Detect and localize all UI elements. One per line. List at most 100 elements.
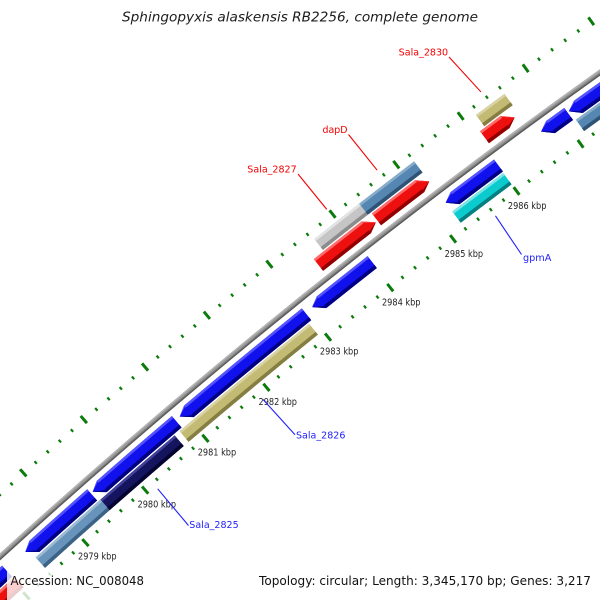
cds-fwd-3-head-dark	[508, 117, 515, 128]
cds-rev-8-head-dark	[568, 110, 583, 113]
major-tick	[576, 139, 585, 149]
feature-labels: Sala_2827 dapD Sala_2830 gpmA Sala_2826 Sala_…	[157, 48, 552, 531]
feature-label-Sala_2827[interactable]: Sala_2827	[247, 164, 296, 175]
cds-fwd-2-bevel-light	[371, 180, 417, 216]
ruler-label-2986: 2986 kbp	[508, 201, 547, 212]
minor-tick	[318, 222, 323, 227]
cds-rev-4[interactable]	[179, 308, 312, 418]
cds-rev-3[interactable]	[92, 416, 182, 493]
cds-rev-4-face	[179, 308, 312, 418]
ruler-label-2979: 2979 kbp	[78, 552, 117, 563]
cds-fwd-3[interactable]	[480, 115, 515, 144]
cds-rev-5[interactable]	[312, 256, 377, 309]
feature-label-Sala_2830[interactable]: Sala_2830	[399, 48, 448, 59]
gene-steelblue-dapD[interactable]	[359, 161, 423, 215]
gene-steelblue-right[interactable]	[575, 61, 600, 132]
major-tick	[456, 111, 465, 121]
cds-rev-7-head-dark	[541, 131, 555, 134]
backbone-strip	[0, 72, 600, 559]
ruler-label-2982: 2982 kbp	[259, 397, 298, 408]
backbone-strip	[0, 74, 600, 561]
cds-fwd-1[interactable]	[313, 221, 376, 271]
footer-overlay	[7, 571, 600, 600]
major-tick	[201, 433, 210, 443]
minor-tick	[476, 217, 481, 222]
backbone-strip	[0, 70, 600, 558]
cds-fwd-2-head-light	[415, 180, 430, 182]
cds-rev-2[interactable]	[25, 489, 98, 553]
minor-tick	[292, 242, 297, 247]
minor-tick	[550, 47, 554, 52]
feature-label-gpmA[interactable]: gpmA	[523, 253, 552, 264]
cds-rev-6-head-light	[445, 192, 452, 203]
minor-tick	[420, 143, 425, 148]
minor-tick	[242, 282, 247, 288]
minor-tick	[497, 85, 502, 90]
minor-tick	[94, 407, 99, 412]
minor-tick	[57, 439, 62, 444]
minor-tick	[488, 207, 493, 212]
cds-rev-4-bevel-dark	[191, 317, 312, 418]
gene-cyan-gpmA[interactable]	[452, 173, 512, 223]
minor-tick	[438, 246, 443, 251]
gene-lightblue-bevel-light	[35, 499, 103, 560]
cds-rev-7-bevel-light	[546, 107, 566, 124]
minor-tick	[33, 460, 38, 465]
minor-tick	[280, 252, 285, 257]
cds-rev-5-face	[312, 256, 377, 309]
major-tick	[140, 362, 150, 372]
footer-topology: Topology: circular; Length: 3,345,170 bp…	[258, 574, 591, 588]
minor-tick	[95, 529, 99, 534]
minor-tick	[591, 132, 596, 137]
features	[0, 48, 600, 600]
gene-navy-Sala_2825[interactable]	[100, 435, 184, 511]
cds-rev-8-bevel-dark	[580, 96, 600, 113]
minor-tick	[191, 446, 195, 451]
cds-fwd-2[interactable]	[371, 180, 430, 226]
cds-rev-2-head-dark	[25, 550, 40, 553]
minor-tick	[356, 192, 361, 197]
minor-tick	[130, 498, 135, 503]
gene-cyan-gpmA-face	[452, 173, 512, 223]
minor-tick	[305, 232, 310, 237]
feature-label-dapD[interactable]: dapD	[323, 125, 348, 136]
minor-tick	[178, 456, 183, 461]
cds-rev-6-head-dark	[445, 202, 460, 205]
gene-cyan-gpmA-bevel-light	[452, 173, 505, 214]
major-tick	[392, 159, 401, 170]
gene-khaki-Sala_2830[interactable]	[475, 93, 513, 127]
minor-tick	[45, 449, 50, 454]
footer-accession: Accession: NC_008048	[11, 574, 145, 588]
minor-tick	[539, 169, 544, 174]
minor-tick	[433, 133, 438, 138]
minor-tick	[118, 386, 123, 391]
cds-rev-6[interactable]	[445, 159, 503, 205]
gene-khaki-Sala_2826[interactable]	[179, 323, 318, 442]
cds-rev-4-bevel-light	[184, 308, 304, 408]
feature-label-Sala_2825[interactable]: Sala_2825	[189, 520, 238, 531]
label-line-Sala_2830	[448, 56, 482, 93]
minor-tick	[313, 344, 318, 349]
cds-rev-2-bevel-light	[29, 489, 89, 543]
cds-rev-7-bevel-dark	[552, 117, 574, 134]
minor-tick	[425, 255, 430, 260]
gene-lightblue[interactable]	[35, 499, 111, 568]
cds-rev-2-face	[25, 489, 98, 553]
minor-tick	[154, 477, 159, 482]
gene-gray-Sala_2827-bevel-dark	[320, 211, 368, 250]
gene-khaki-Sala_2830-face	[475, 93, 513, 127]
cds-fwd-1-bevel-light	[313, 221, 364, 262]
major-tick	[449, 234, 458, 244]
gene-navy-Sala_2825-face	[100, 435, 184, 511]
cds-rev-7[interactable]	[541, 107, 574, 134]
minor-tick	[217, 303, 222, 308]
minor-tick	[413, 265, 417, 270]
label-line-Sala_2825	[157, 488, 189, 526]
label-line-dapD	[348, 134, 378, 171]
major-tick	[521, 63, 530, 73]
ruler-label-2981: 2981 kbp	[198, 448, 237, 459]
gene-navy-Sala_2825-bevel-dark	[107, 443, 184, 511]
cds-rev-8[interactable]	[568, 48, 600, 113]
feature-label-Sala_2826[interactable]: Sala_2826	[296, 431, 345, 442]
gene-gray-Sala_2827[interactable]	[314, 203, 368, 250]
